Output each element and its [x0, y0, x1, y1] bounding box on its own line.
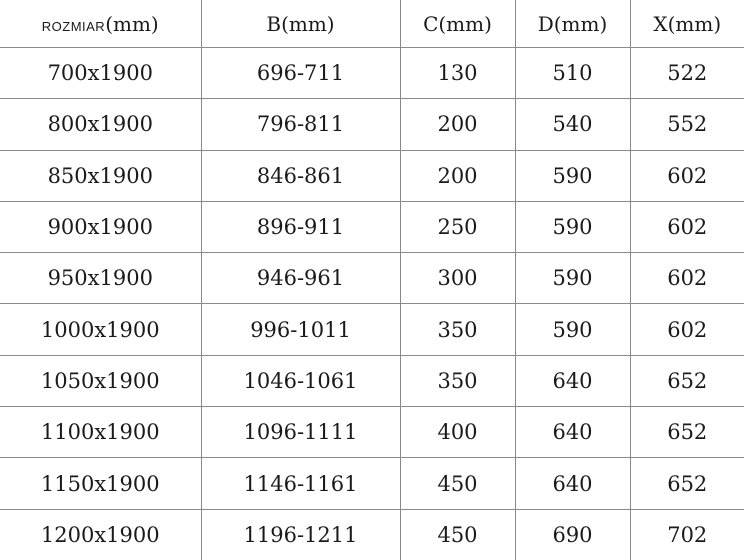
table-cell: 350 — [399, 354, 516, 408]
table-cell: 640 — [514, 457, 631, 510]
table-cell: 400 — [399, 406, 516, 459]
column-header: ROZMIAR(mm) — [0, 0, 202, 48]
table-row: 800x1900 796-811 200 540 552 — [0, 98, 744, 151]
table-cell: 300 — [399, 252, 516, 305]
table-cell: 200 — [399, 149, 516, 202]
table-cell: 796-811 — [200, 98, 401, 151]
table-cell: 1000x1900 — [0, 303, 202, 356]
table-cell: 602 — [629, 303, 744, 356]
column-header-name: X — [653, 11, 668, 36]
table-cell: 640 — [514, 406, 631, 459]
table-row: 1150x1900 1146-1161 450 640 652 — [0, 457, 744, 510]
table-row: 950x1900 946-961 300 590 602 — [0, 252, 744, 305]
table-cell: 1046-1061 — [200, 354, 401, 408]
table-cell: 900x1900 — [0, 200, 202, 254]
table-cell: 130 — [399, 46, 516, 100]
table-cell: 1146-1161 — [200, 457, 401, 510]
table-cell: 1096-1111 — [200, 406, 401, 459]
table-cell: 602 — [629, 200, 744, 254]
table-cell: 652 — [629, 354, 744, 408]
column-header: B(mm) — [200, 0, 401, 48]
table-cell: 850x1900 — [0, 149, 202, 202]
table-cell: 946-961 — [200, 252, 401, 305]
table-cell: 450 — [399, 457, 516, 510]
column-header-name: ROZMIAR — [41, 18, 106, 34]
table-cell: 996-1011 — [200, 303, 401, 356]
table-row: 1100x1900 1096-1111 400 640 652 — [0, 406, 744, 459]
table-row: 850x1900 846-861 200 590 602 — [0, 149, 744, 202]
column-header-unit: (mm) — [553, 11, 608, 36]
column-header-unit: (mm) — [105, 11, 159, 36]
table-cell: 1200x1900 — [0, 508, 202, 560]
table-cell: 510 — [514, 46, 631, 100]
column-header-unit: (mm) — [667, 11, 722, 36]
table-cell: 652 — [629, 457, 744, 510]
table-cell: 522 — [629, 46, 744, 100]
table-cell: 950x1900 — [0, 252, 202, 305]
table-cell: 590 — [514, 252, 631, 305]
table-cell: 700x1900 — [0, 46, 202, 100]
table-cell: 602 — [629, 252, 744, 305]
header-row: ROZMIAR(mm) B(mm) C(mm) D(mm) X(mm) — [0, 0, 744, 48]
table-cell: 590 — [514, 200, 631, 254]
table-row: 700x1900 696-711 130 510 522 — [0, 46, 744, 100]
table-row: 1000x1900 996-1011 350 590 602 — [0, 303, 744, 356]
table-cell: 896-911 — [200, 200, 401, 254]
table-cell: 350 — [399, 303, 516, 356]
table-cell: 590 — [514, 303, 631, 356]
table-cell: 690 — [514, 508, 631, 560]
table-cell: 540 — [514, 98, 631, 151]
table-cell: 1196-1211 — [200, 508, 401, 560]
table-cell: 250 — [399, 200, 516, 254]
table-cell: 1150x1900 — [0, 457, 202, 510]
table-cell: 1100x1900 — [0, 406, 202, 459]
column-header-unit: (mm) — [281, 11, 335, 36]
table-cell: 696-711 — [200, 46, 401, 100]
table-cell: 450 — [399, 508, 516, 560]
table-row: 1050x1900 1046-1061 350 640 652 — [0, 354, 744, 408]
table-body: 700x1900 696-711 130 510 522 800x1900 796-811 2… — [0, 46, 744, 560]
column-header: D(mm) — [514, 0, 631, 48]
column-header: C(mm) — [399, 0, 516, 48]
table-cell: 602 — [629, 149, 744, 202]
column-header-unit: (mm) — [438, 11, 492, 36]
table-cell: 640 — [514, 354, 631, 408]
table-row: 1200x1900 1196-1211 450 690 702 — [0, 508, 744, 560]
table-cell: 702 — [629, 508, 744, 560]
table-cell: 552 — [629, 98, 744, 151]
column-header-name: B — [266, 11, 282, 36]
column-header-name: C — [423, 11, 439, 36]
table-cell: 800x1900 — [0, 98, 202, 151]
table-cell: 200 — [399, 98, 516, 151]
table-cell: 846-861 — [200, 149, 401, 202]
column-header-name: D — [537, 11, 554, 36]
column-header: X(mm) — [629, 0, 744, 48]
table-cell: 590 — [514, 149, 631, 202]
table-row: 900x1900 896-911 250 590 602 — [0, 200, 744, 254]
table-cell: 652 — [629, 406, 744, 459]
table-cell: 1050x1900 — [0, 354, 202, 408]
